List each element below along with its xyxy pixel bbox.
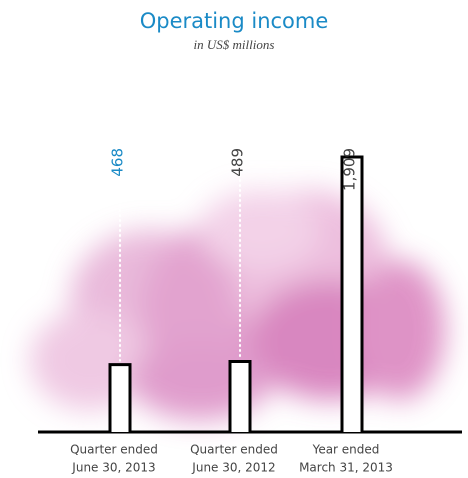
x-tick-label: Quarter ended xyxy=(190,443,278,457)
value-label: 1,909 xyxy=(341,148,359,191)
x-tick-label: Year ended xyxy=(312,443,380,457)
x-tick-label: June 30, 2012 xyxy=(191,461,275,475)
x-tick-label: June 30, 2013 xyxy=(71,461,155,475)
value-label: 468 xyxy=(109,148,127,177)
chart-subtitle: in US$ millions xyxy=(194,37,275,52)
value-label: 489 xyxy=(229,148,247,177)
bar xyxy=(228,360,252,432)
chart-title: Operating income xyxy=(140,9,329,33)
bar xyxy=(340,155,364,432)
x-tick-label: Quarter ended xyxy=(70,443,158,457)
x-tick-label: March 31, 2013 xyxy=(299,461,393,475)
watercolor-background xyxy=(30,190,445,420)
bar xyxy=(108,363,132,432)
